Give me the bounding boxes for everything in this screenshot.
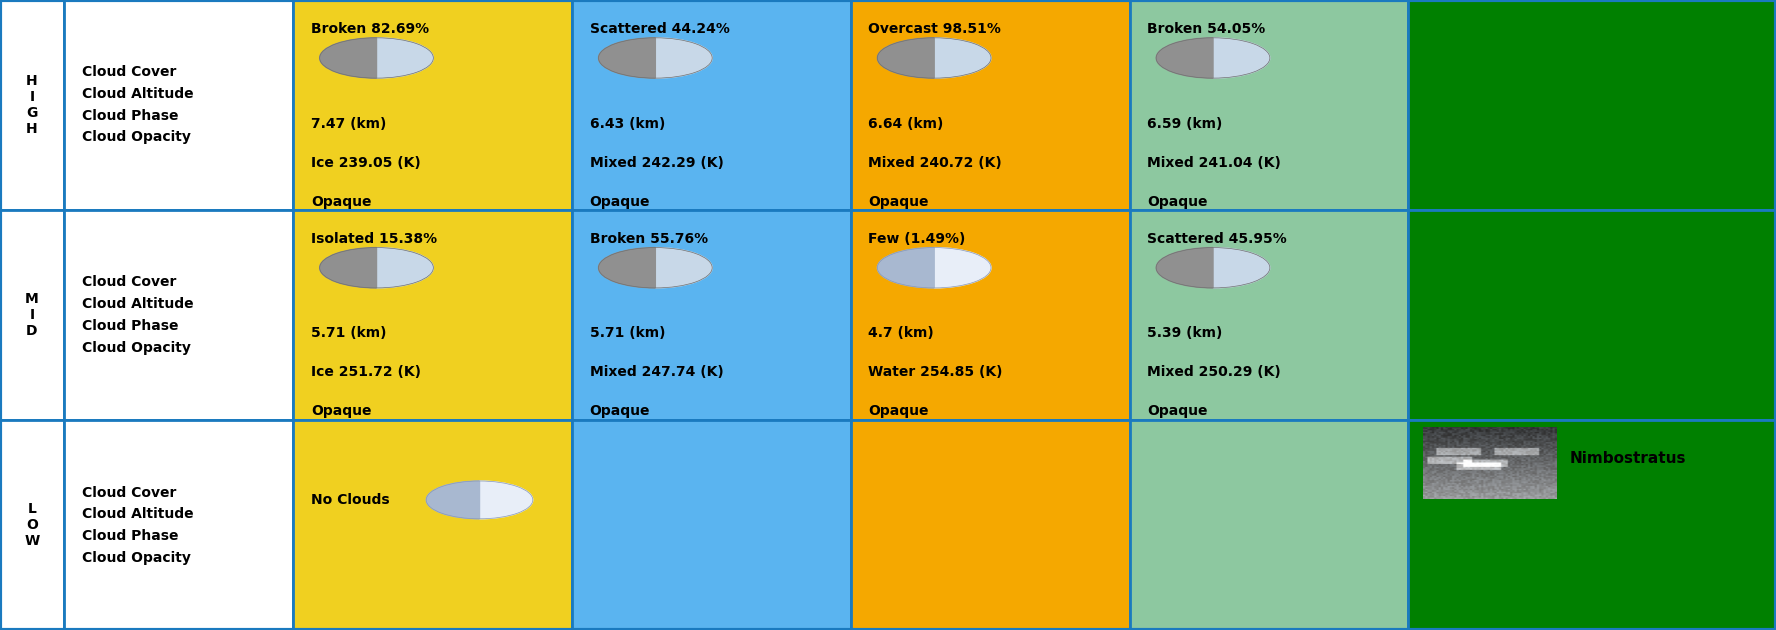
Bar <box>1408 210 1776 420</box>
Text: Cloud Cover
Cloud Altitude
Cloud Phase
Cloud Opacity: Cloud Cover Cloud Altitude Cloud Phase C… <box>82 275 194 355</box>
Wedge shape <box>877 38 934 78</box>
Text: Few (1.49%): Few (1.49%) <box>868 232 966 246</box>
Text: Isolated 15.38%: Isolated 15.38% <box>311 232 437 246</box>
Text: Opaque: Opaque <box>1147 404 1208 418</box>
Bar <box>572 210 851 420</box>
Text: M
I
D: M I D <box>25 292 39 338</box>
Wedge shape <box>599 248 655 288</box>
Bar <box>1408 420 1776 630</box>
Bar <box>293 0 572 210</box>
Wedge shape <box>1213 248 1270 288</box>
Wedge shape <box>655 248 712 288</box>
Wedge shape <box>320 248 377 288</box>
Wedge shape <box>599 38 655 78</box>
Wedge shape <box>480 481 533 519</box>
Wedge shape <box>877 248 934 288</box>
Text: Opaque: Opaque <box>311 195 371 209</box>
Text: 5.71 (km): 5.71 (km) <box>590 326 666 340</box>
Text: Broken 54.05%: Broken 54.05% <box>1147 22 1266 36</box>
Text: Opaque: Opaque <box>1147 195 1208 209</box>
Text: Opaque: Opaque <box>590 404 650 418</box>
Text: 5.39 (km): 5.39 (km) <box>1147 326 1222 340</box>
Bar <box>0 420 64 630</box>
Text: Opaque: Opaque <box>868 404 929 418</box>
Text: Broken 55.76%: Broken 55.76% <box>590 232 709 246</box>
Bar <box>0 210 64 420</box>
Text: 7.47 (km): 7.47 (km) <box>311 117 385 130</box>
Text: 6.59 (km): 6.59 (km) <box>1147 117 1222 130</box>
Wedge shape <box>934 248 991 288</box>
Text: 6.64 (km): 6.64 (km) <box>868 117 943 130</box>
Bar <box>1130 0 1408 210</box>
Wedge shape <box>377 248 433 288</box>
Text: 4.7 (km): 4.7 (km) <box>868 326 934 340</box>
Bar <box>572 420 851 630</box>
Text: Cloud Cover
Cloud Altitude
Cloud Phase
Cloud Opacity: Cloud Cover Cloud Altitude Cloud Phase C… <box>82 66 194 144</box>
Text: Mixed 240.72 (K): Mixed 240.72 (K) <box>868 156 1002 169</box>
Text: Scattered 44.24%: Scattered 44.24% <box>590 22 730 36</box>
Bar <box>851 420 1130 630</box>
Text: Cloud Cover
Cloud Altitude
Cloud Phase
Cloud Opacity: Cloud Cover Cloud Altitude Cloud Phase C… <box>82 486 194 564</box>
Wedge shape <box>426 481 480 519</box>
Bar <box>1130 210 1408 420</box>
Wedge shape <box>934 38 991 78</box>
Text: Mixed 250.29 (K): Mixed 250.29 (K) <box>1147 365 1280 379</box>
Bar <box>1408 0 1776 210</box>
Wedge shape <box>1156 248 1213 288</box>
Text: Opaque: Opaque <box>590 195 650 209</box>
Text: Overcast 98.51%: Overcast 98.51% <box>868 22 1002 36</box>
Bar <box>851 0 1130 210</box>
Text: Opaque: Opaque <box>311 404 371 418</box>
Wedge shape <box>1213 38 1270 78</box>
Text: Ice 239.05 (K): Ice 239.05 (K) <box>311 156 421 169</box>
Text: Water 254.85 (K): Water 254.85 (K) <box>868 365 1003 379</box>
Bar <box>572 0 851 210</box>
Text: No Clouds: No Clouds <box>311 493 389 507</box>
Bar <box>293 210 572 420</box>
Text: Opaque: Opaque <box>868 195 929 209</box>
Text: Mixed 247.74 (K): Mixed 247.74 (K) <box>590 365 723 379</box>
Text: Scattered 45.95%: Scattered 45.95% <box>1147 232 1288 246</box>
Text: Ice 251.72 (K): Ice 251.72 (K) <box>311 365 421 379</box>
Bar <box>64 210 293 420</box>
Wedge shape <box>320 38 377 78</box>
Bar <box>64 0 293 210</box>
Wedge shape <box>655 38 712 78</box>
Bar <box>0 0 64 210</box>
Text: 5.71 (km): 5.71 (km) <box>311 326 387 340</box>
Text: H
I
G
H: H I G H <box>27 74 37 136</box>
Text: Mixed 241.04 (K): Mixed 241.04 (K) <box>1147 156 1280 169</box>
Text: Mixed 242.29 (K): Mixed 242.29 (K) <box>590 156 723 169</box>
Bar <box>1130 420 1408 630</box>
Bar <box>64 420 293 630</box>
Text: 6.43 (km): 6.43 (km) <box>590 117 664 130</box>
Bar <box>851 210 1130 420</box>
Text: L
O
W: L O W <box>25 502 39 548</box>
Wedge shape <box>377 38 433 78</box>
Bar <box>293 420 572 630</box>
Wedge shape <box>1156 38 1213 78</box>
Text: Broken 82.69%: Broken 82.69% <box>311 22 430 36</box>
Text: Nimbostratus: Nimbostratus <box>1570 450 1687 466</box>
